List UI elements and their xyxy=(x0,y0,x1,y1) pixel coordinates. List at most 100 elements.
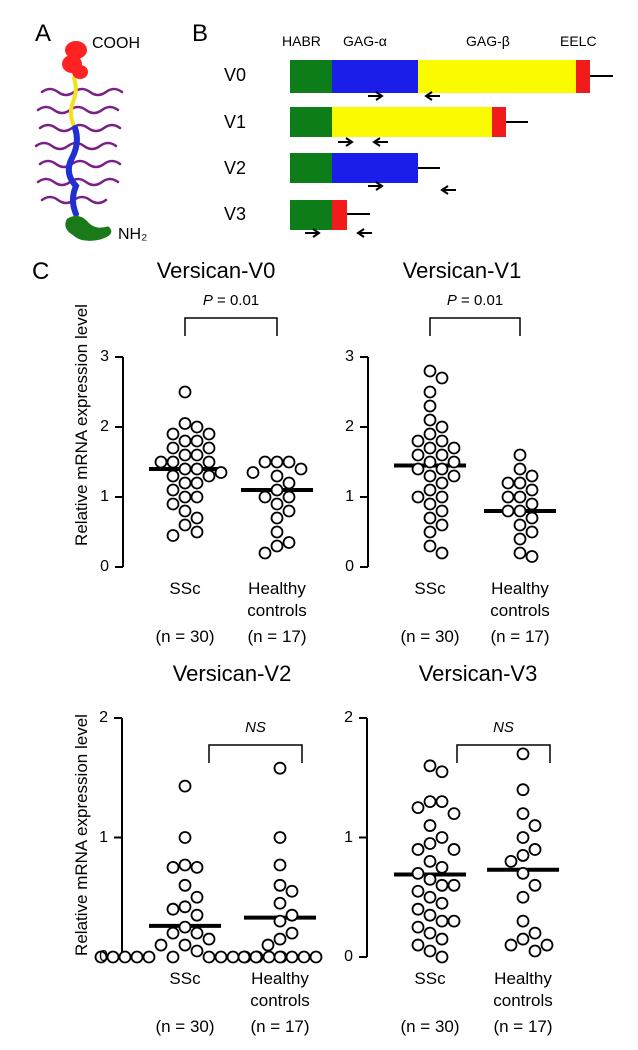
data-point xyxy=(516,890,530,904)
data-point xyxy=(423,890,437,904)
y-tick-label: 0 xyxy=(344,948,353,965)
data-point xyxy=(297,950,311,964)
data-point xyxy=(270,539,284,553)
data-point xyxy=(447,843,461,856)
data-point xyxy=(178,900,192,914)
data-point xyxy=(516,831,530,844)
data-point xyxy=(166,441,180,455)
data-point xyxy=(435,950,449,964)
y-tick-label: 2 xyxy=(345,418,354,435)
data-point xyxy=(261,938,275,952)
data-point xyxy=(190,860,204,874)
data-point xyxy=(273,932,287,946)
data-point xyxy=(528,843,542,856)
category-label: SSc xyxy=(414,579,446,598)
group-size-label: (n = 17) xyxy=(247,627,307,646)
data-point xyxy=(423,455,437,469)
data-point xyxy=(513,490,527,504)
y-tick-label: 0 xyxy=(345,558,354,575)
data-point xyxy=(166,860,180,874)
molecule xyxy=(34,41,124,241)
data-point xyxy=(282,490,296,504)
data-point xyxy=(423,819,437,832)
data-point xyxy=(435,518,449,532)
data-point xyxy=(258,455,272,469)
data-point xyxy=(435,371,449,385)
data-point xyxy=(154,455,168,469)
data-point xyxy=(166,902,180,916)
data-point xyxy=(423,908,437,922)
data-point xyxy=(528,819,542,832)
data-point xyxy=(435,434,449,448)
category-label: Healthy controls xyxy=(247,579,307,620)
data-point xyxy=(166,529,180,542)
data-point xyxy=(423,872,437,886)
data-point xyxy=(423,795,437,809)
data-point xyxy=(178,476,192,490)
data-point xyxy=(447,455,461,469)
cooh-label: COOH xyxy=(92,35,140,52)
significance-bracket xyxy=(456,744,551,763)
data-point xyxy=(294,462,308,476)
data-point xyxy=(528,878,542,892)
category-label: Healthy controls xyxy=(250,969,310,1010)
domain-label: GAG-β xyxy=(466,33,510,49)
annotation-symbol: P xyxy=(446,292,457,309)
data-point xyxy=(166,469,180,483)
data-point xyxy=(513,546,527,560)
data-point xyxy=(166,497,180,511)
annotation-text: = 0.01 xyxy=(461,292,504,309)
data-point xyxy=(273,950,287,964)
data-point xyxy=(516,783,530,797)
data-point xyxy=(435,914,449,928)
data-point xyxy=(178,858,192,872)
data-point xyxy=(435,546,449,560)
data-point xyxy=(190,525,204,539)
data-point xyxy=(423,539,437,553)
category-label: Healthy controls xyxy=(490,579,550,620)
data-point xyxy=(190,926,204,940)
category-label: SSc xyxy=(169,969,201,988)
variant-label: V3 xyxy=(224,204,247,224)
panel-label: C xyxy=(32,258,50,285)
chart-title: Versican-V0 xyxy=(156,258,276,283)
data-point xyxy=(285,884,299,898)
data-point xyxy=(501,490,515,504)
data-point xyxy=(435,932,449,946)
data-point xyxy=(423,399,437,413)
data-point xyxy=(142,950,156,964)
data-point xyxy=(516,932,530,946)
data-point xyxy=(214,466,228,479)
data-point xyxy=(190,476,204,490)
data-point xyxy=(202,441,216,455)
data-point xyxy=(154,938,168,952)
data-point xyxy=(94,950,108,964)
primer-arrows xyxy=(305,91,456,238)
data-point xyxy=(423,944,437,958)
data-point xyxy=(106,950,120,964)
data-point xyxy=(190,890,204,904)
category-label: Healthy controls xyxy=(493,969,553,1010)
data-point xyxy=(504,855,518,868)
data-point xyxy=(513,448,527,462)
data-point xyxy=(190,944,204,958)
data-point xyxy=(178,417,192,430)
data-point xyxy=(516,849,530,862)
data-point xyxy=(190,511,204,525)
data-point xyxy=(273,858,287,872)
data-point xyxy=(435,490,449,504)
data-point xyxy=(435,896,449,910)
data-point xyxy=(411,902,425,916)
data-point xyxy=(249,950,263,964)
data-point xyxy=(246,466,260,479)
data-point xyxy=(411,448,425,462)
data-point xyxy=(525,483,539,497)
annotation-symbol: NS xyxy=(245,719,266,736)
data-point xyxy=(178,938,192,952)
data-point xyxy=(273,914,287,928)
data-point xyxy=(423,926,437,940)
data-point xyxy=(540,938,554,952)
data-point xyxy=(166,427,180,441)
data-point xyxy=(516,807,530,820)
